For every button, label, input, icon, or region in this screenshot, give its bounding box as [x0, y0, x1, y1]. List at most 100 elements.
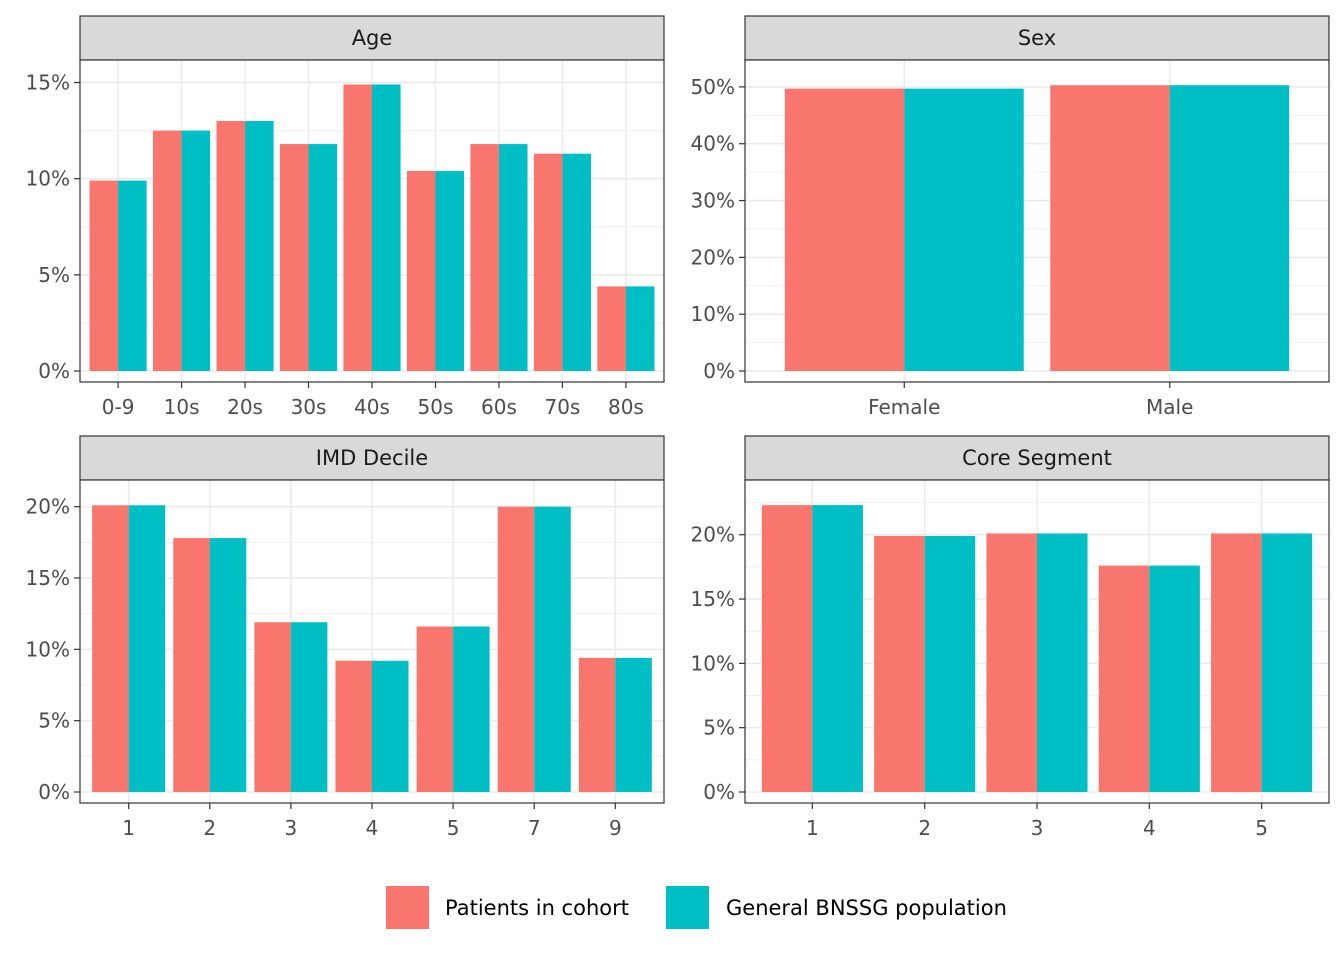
panel-strip	[79, 15, 665, 61]
x-tick-label: 20s	[227, 395, 263, 419]
x-tick-label: 2	[918, 816, 931, 840]
y-tick-label: 10%	[26, 637, 70, 661]
y-tick-label: 0%	[703, 780, 735, 804]
bar-patients-in-cohort-70s	[533, 153, 563, 371]
bar-general-bnssg-population-70s	[562, 153, 591, 371]
bar-patients-in-cohort-80s	[597, 286, 626, 371]
panel-age: Age 0% 5% 10% 15% 0-9 10s 20s 30s 40s 50s 60s 70s 80s	[26, 15, 665, 419]
x-tick-label: 2	[203, 816, 216, 840]
legend-item-general-bnssg-population: General BNSSG population	[666, 886, 1007, 929]
legend-label: Patients in cohort	[445, 896, 629, 920]
bar-general-bnssg-population-3	[1037, 533, 1088, 792]
x-tick-label: 7	[528, 816, 541, 840]
x-tick-label: 60s	[481, 395, 517, 419]
x-tick-label: 70s	[544, 395, 580, 419]
bar-general-bnssg-population-60s	[498, 144, 528, 371]
panel-imd-decile: IMD Decile 0% 5% 10% 15% 20% 1 2 3 4 5 7 9	[26, 435, 665, 840]
bar-patients-in-cohort-9	[578, 657, 616, 792]
panel-border	[79, 479, 665, 804]
y-tick-label: 10%	[691, 302, 735, 326]
bar-general-bnssg-population-2	[924, 536, 976, 792]
bar-general-bnssg-population-5	[453, 626, 490, 792]
y-tick-label: 0%	[703, 359, 735, 383]
panel-border	[79, 59, 665, 383]
panel-title: Age	[352, 26, 393, 50]
x-tick-label: Male	[1146, 395, 1193, 419]
y-tick-label: 15%	[26, 71, 70, 95]
bar-patients-in-cohort-1	[92, 505, 129, 792]
x-tick-label: 0-9	[102, 395, 135, 419]
legend-swatch	[666, 886, 709, 929]
bar-general-bnssg-population-0-9	[118, 180, 147, 371]
legend-item-patients-in-cohort: Patients in cohort	[386, 886, 629, 929]
bar-patients-in-cohort-2	[874, 536, 925, 792]
panel-border	[744, 479, 1330, 804]
bar-general-bnssg-population-7	[534, 506, 571, 792]
bar-patients-in-cohort-10s	[153, 130, 182, 371]
bar-patients-in-cohort-50s	[406, 171, 436, 371]
bar-patients-in-cohort-60s	[470, 144, 499, 371]
x-tick-label: 5	[1255, 816, 1268, 840]
bar-general-bnssg-population-50s	[435, 171, 465, 371]
x-tick-label: 4	[366, 816, 379, 840]
x-tick-label: 40s	[354, 395, 390, 419]
bar-general-bnssg-population-30s	[308, 144, 338, 371]
y-tick-label: 5%	[703, 716, 735, 740]
bar-patients-in-cohort-1	[761, 505, 813, 792]
bar-patients-in-cohort-2	[173, 538, 210, 792]
bar-patients-in-cohort-male	[1050, 85, 1170, 372]
bar-patients-in-cohort-5	[416, 626, 454, 792]
panel-core-segment: Core Segment 0% 5% 10% 15% 20% 1 2 3 4 5	[691, 435, 1330, 840]
bar-patients-in-cohort-4	[1098, 565, 1150, 792]
legend: Patients in cohort General BNSSG populati…	[386, 886, 1007, 929]
y-tick-label: 30%	[691, 189, 735, 213]
bar-general-bnssg-population-3	[290, 622, 328, 792]
legend-label: General BNSSG population	[726, 896, 1007, 920]
bar-patients-in-cohort-30s	[279, 144, 309, 371]
panel-strip	[744, 15, 1330, 61]
bar-general-bnssg-population-5	[1261, 533, 1313, 792]
bar-general-bnssg-population-20s	[245, 121, 274, 371]
bar-patients-in-cohort-0-9	[89, 180, 119, 371]
bar-general-bnssg-population-4	[1149, 565, 1200, 792]
bar-general-bnssg-population-male	[1169, 85, 1290, 372]
x-tick-label: 80s	[608, 395, 644, 419]
panel-title: IMD Decile	[316, 446, 428, 470]
y-tick-label: 15%	[26, 566, 70, 590]
bar-patients-in-cohort-3	[254, 622, 291, 792]
bar-general-bnssg-population-10s	[181, 130, 211, 371]
bar-general-bnssg-population-2	[209, 538, 247, 792]
legend-swatch	[386, 886, 429, 929]
bar-general-bnssg-population-40s	[372, 84, 401, 371]
bar-patients-in-cohort-7	[497, 506, 535, 792]
panel-border	[744, 59, 1330, 383]
bar-general-bnssg-population-female	[904, 88, 1024, 371]
bar-patients-in-cohort-3	[986, 533, 1037, 792]
y-tick-label: 50%	[691, 75, 735, 99]
y-tick-label: 40%	[691, 132, 735, 156]
bar-patients-in-cohort-40s	[343, 84, 372, 371]
y-tick-label: 20%	[26, 495, 70, 519]
bar-patients-in-cohort-4	[335, 660, 372, 792]
bar-patients-in-cohort-20s	[216, 121, 246, 371]
panel-strip	[79, 435, 665, 481]
bar-general-bnssg-population-4	[372, 660, 409, 792]
panel-title: Core Segment	[962, 446, 1112, 470]
x-tick-label: 1	[806, 816, 819, 840]
x-tick-label: 10s	[164, 395, 200, 419]
y-tick-label: 20%	[691, 245, 735, 269]
x-tick-label: 1	[122, 816, 135, 840]
bar-general-bnssg-population-1	[128, 505, 166, 792]
panel-sex: Sex 0% 10% 20% 30% 40% 50% Female Male	[691, 15, 1330, 419]
x-tick-label: 3	[285, 816, 298, 840]
y-tick-label: 0%	[38, 359, 70, 383]
x-tick-label: 30s	[291, 395, 327, 419]
panel-title: Sex	[1018, 26, 1056, 50]
y-tick-label: 15%	[691, 587, 735, 611]
y-tick-label: 10%	[691, 651, 735, 675]
y-tick-label: 20%	[691, 523, 735, 547]
bar-general-bnssg-population-1	[812, 505, 863, 792]
x-tick-label: 5	[447, 816, 460, 840]
